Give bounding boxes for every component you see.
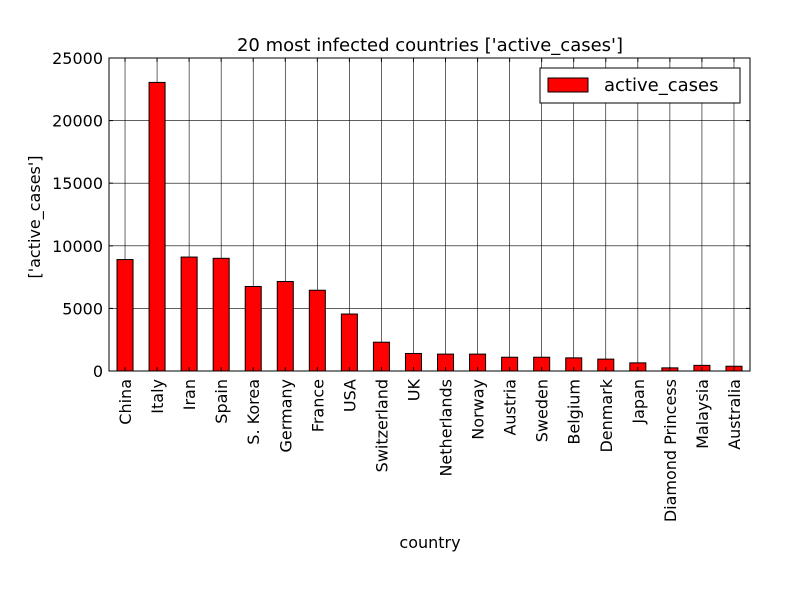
legend: active_cases (539, 67, 741, 104)
chart-title: 20 most infected countries ['active_case… (237, 35, 623, 56)
x-tick-label: China (116, 379, 135, 425)
x-tick-label: Spain (212, 379, 231, 424)
y-tick-label: 5000 (62, 299, 103, 318)
bar-iran (180, 256, 198, 372)
x-tick-label: Denmark (597, 378, 616, 452)
x-tick-label: S. Korea (244, 379, 263, 445)
x-axis-label: country (399, 533, 460, 552)
x-tick-label: Switzerland (372, 379, 391, 472)
x-tick-label: Australia (725, 379, 744, 450)
bar-s-korea (244, 285, 262, 372)
x-tick-label: USA (340, 379, 359, 412)
legend-label: active_cases (604, 75, 718, 96)
x-axis-ticks: China Italy Iran Spain S. Korea Germany France… (116, 58, 744, 522)
bar-spain (212, 257, 230, 372)
legend-swatch (547, 77, 589, 93)
bar-usa (340, 313, 358, 372)
plot-frame (108, 57, 751, 372)
bar-switzerland (372, 341, 390, 372)
x-tick-label: Iran (180, 379, 199, 410)
x-tick-label: Sweden (533, 379, 552, 442)
x-tick-label: Japan (629, 379, 648, 425)
y-axis-label: ['active_cases'] (25, 155, 45, 278)
x-tick-label: Italy (148, 379, 167, 414)
bar-germany (276, 280, 294, 372)
x-tick-label: Malaysia (693, 379, 712, 449)
y-tick-label: 20000 (52, 112, 103, 131)
x-tick-label: Netherlands (437, 379, 456, 477)
y-tick-label: 10000 (52, 237, 103, 256)
y-tick-label: 0 (93, 362, 103, 381)
x-tick-label: France (308, 379, 327, 432)
x-tick-label: Belgium (565, 379, 584, 445)
y-axis-ticks: 0 5000 10000 15000 20000 25000 (52, 49, 750, 381)
y-tick-label: 25000 (52, 49, 103, 68)
bar-france (308, 289, 326, 372)
x-tick-label: Germany (276, 379, 295, 453)
bar-china (116, 259, 134, 372)
x-tick-label: Diamond Princess (661, 379, 680, 522)
x-tick-label: Austria (501, 379, 520, 436)
x-tick-label: UK (404, 378, 423, 401)
x-tick-label: Norway (469, 379, 488, 440)
y-tick-label: 15000 (52, 174, 103, 193)
bar-italy (148, 81, 166, 372)
